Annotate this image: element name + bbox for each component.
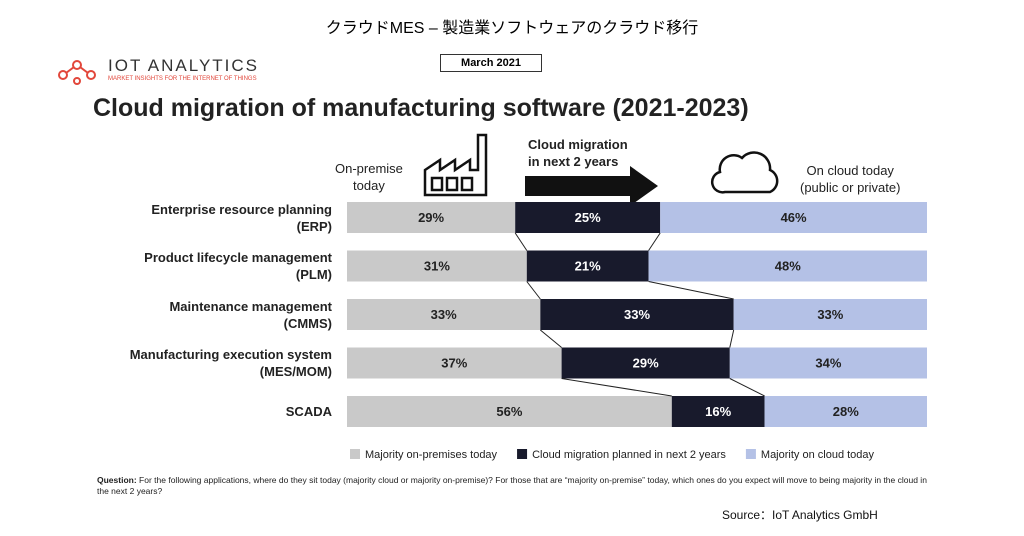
legend-swatch (517, 449, 528, 459)
chart-title: Cloud migration of manufacturing softwar… (93, 94, 749, 122)
value-label: 34% (815, 355, 841, 370)
value-label: 28% (833, 404, 859, 419)
bar-segment (526, 250, 649, 282)
bar-segment (347, 347, 562, 379)
bar-segment (347, 396, 672, 427)
bar-segment (540, 299, 734, 330)
value-label: 21% (575, 258, 601, 273)
value-label: 56% (496, 404, 522, 419)
value-label: 16% (705, 404, 731, 419)
value-label: 29% (633, 355, 659, 370)
category-label: Manufacturing execution system (MES/MOM) (129, 347, 332, 379)
connector (648, 232, 661, 251)
value-label: 48% (775, 258, 801, 273)
category-label: Product lifecycle management (PLM) (144, 250, 332, 282)
legend-swatch (745, 449, 756, 459)
page-title: クラウドMES – 製造業ソフトウェアのクラウド移行 (325, 20, 699, 37)
connector (561, 378, 672, 397)
bar-segment (347, 299, 541, 330)
logo-tagline: MARKET INSIGHTS FOR THE INTERNET OF THIN… (108, 76, 257, 82)
bar-segment (648, 250, 927, 282)
legend-label: Cloud migration planned in next 2 years (532, 449, 726, 461)
question: Question: For the following applications… (97, 475, 927, 497)
value-label: 29% (418, 210, 444, 225)
connector (526, 281, 541, 300)
bar-segment (660, 202, 927, 233)
bar-segment (729, 347, 927, 379)
bar-segment (671, 396, 765, 427)
question-label: Question: (97, 475, 137, 485)
question-text: For the following applications, where do… (97, 475, 927, 496)
logo-name: IOT ANALYTICS (108, 56, 260, 75)
legend-swatch (350, 449, 360, 459)
column-header: On cloud today (public or private) (800, 163, 901, 195)
value-label: 25% (575, 210, 601, 225)
bar-segment (515, 202, 661, 233)
legend-label: Majority on cloud today (761, 449, 875, 461)
value-label: 46% (781, 210, 807, 225)
value-label: 37% (441, 355, 467, 370)
category-label: SCADA (285, 404, 332, 419)
value-label: 33% (817, 307, 843, 322)
bar-segment (347, 202, 516, 233)
column-header: On-premise today (335, 161, 403, 193)
value-label: 31% (424, 258, 450, 273)
category-label: Enterprise resource planning (ERP) (151, 201, 332, 234)
bar-segment (764, 396, 927, 427)
connector (648, 281, 734, 300)
category-label: Maintenance management (CMMS) (169, 298, 332, 331)
connector (540, 329, 562, 348)
header-icons (423, 133, 779, 206)
value-label: 33% (431, 307, 457, 322)
value-label: 33% (624, 307, 650, 322)
connector (729, 329, 735, 348)
column-header: Cloud migration in next 2 years (528, 137, 628, 169)
bar-segment (347, 250, 527, 282)
legend-label: Majority on-premises today (365, 449, 498, 461)
bar-segment (561, 347, 730, 379)
source: Source：IoT Analytics GmbH (722, 508, 878, 522)
connector (729, 378, 765, 397)
date-badge: March 2021 (440, 54, 542, 72)
connector (514, 232, 528, 251)
logo-icon (58, 60, 96, 85)
bar-segment (733, 299, 927, 330)
